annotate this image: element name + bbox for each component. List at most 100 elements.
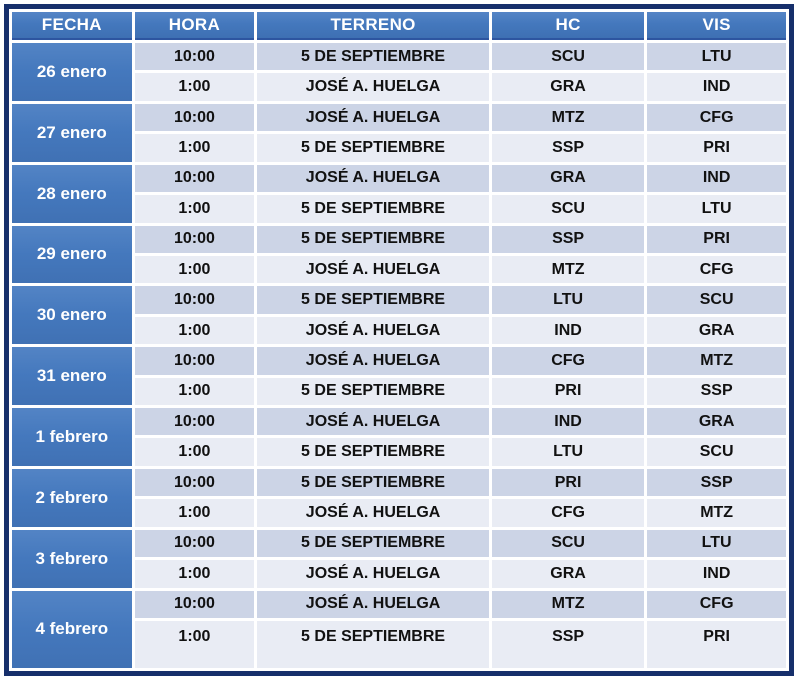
vis-cell: CFG: [647, 590, 786, 619]
schedule-row: 1 febrero 10:00 JOSÉ A. HUELGA IND GRA: [12, 408, 786, 466]
vis-cell: IND: [647, 164, 786, 193]
vis-cell: CFG: [647, 103, 786, 132]
vis-cell: SSP: [647, 377, 786, 406]
terreno-cell: JOSÉ A. HUELGA: [257, 103, 489, 132]
hc-cell: SSP: [491, 134, 645, 162]
hora-cell: 1:00: [134, 134, 255, 162]
date-cell: 28 enero: [12, 164, 132, 223]
col-header-vis: VIS: [647, 12, 786, 40]
schedule-row: 3 febrero 10:00 5 DE SEPTIEMBRE SCU LTU: [12, 529, 786, 588]
date-cell: 1 febrero: [12, 408, 132, 466]
terreno-cell: 5 DE SEPTIEMBRE: [257, 377, 489, 406]
schedule-table-body: 26 enero 10:00 5 DE SEPTIEMBRE SCU LTU 1:00 JO…: [12, 43, 786, 668]
hc-cell: SSP: [491, 225, 645, 253]
terreno-cell: 5 DE SEPTIEMBRE: [257, 286, 489, 314]
hora-cell: 10:00: [134, 468, 255, 497]
vis-cell: SSP: [647, 468, 786, 497]
hc-cell: SCU: [491, 195, 645, 223]
schedule-row: 1:00 JOSÉ A. HUELGA GRA IND: [12, 73, 786, 101]
hora-cell: 10:00: [134, 103, 255, 132]
col-header-hora: HORA: [134, 12, 255, 40]
date-cell: 4 febrero: [12, 590, 132, 668]
hc-cell: SCU: [491, 43, 645, 71]
terreno-cell: JOSÉ A. HUELGA: [257, 347, 489, 375]
schedule-row: 26 enero 10:00 5 DE SEPTIEMBRE SCU LTU: [12, 43, 786, 101]
header-row: FECHA HORA TERRENO HC VIS: [12, 12, 786, 40]
date-cell: 30 enero: [12, 286, 132, 345]
vis-cell: CFG: [647, 255, 786, 284]
terreno-cell: JOSÉ A. HUELGA: [257, 164, 489, 193]
terreno-cell: 5 DE SEPTIEMBRE: [257, 225, 489, 253]
terreno-cell: 5 DE SEPTIEMBRE: [257, 468, 489, 497]
hora-cell: 1:00: [134, 255, 255, 284]
vis-cell: SCU: [647, 286, 786, 314]
vis-cell: MTZ: [647, 499, 786, 527]
schedule-table-frame: FECHA HORA TERRENO HC VIS 26 enero 10:00 5…: [4, 4, 794, 676]
terreno-cell: JOSÉ A. HUELGA: [257, 560, 489, 588]
schedule-row: 4 febrero 10:00 JOSÉ A. HUELGA MTZ CFG: [12, 590, 786, 668]
hora-cell: 1:00: [134, 195, 255, 223]
hora-cell: 10:00: [134, 43, 255, 71]
vis-cell: SCU: [647, 438, 786, 466]
hora-cell: 10:00: [134, 286, 255, 314]
hc-cell: IND: [491, 408, 645, 436]
schedule-row: 1:00 5 DE SEPTIEMBRE SCU LTU: [12, 195, 786, 223]
schedule-row: 27 enero 10:00 JOSÉ A. HUELGA MTZ CFG: [12, 103, 786, 162]
vis-cell: PRI: [647, 621, 786, 668]
hora-cell: 1:00: [134, 73, 255, 101]
schedule-row: 1:00 5 DE SEPTIEMBRE SSP PRI: [12, 134, 786, 162]
hc-cell: GRA: [491, 560, 645, 588]
terreno-cell: 5 DE SEPTIEMBRE: [257, 195, 489, 223]
hora-cell: 1:00: [134, 316, 255, 345]
terreno-cell: 5 DE SEPTIEMBRE: [257, 438, 489, 466]
vis-cell: PRI: [647, 134, 786, 162]
schedule-row: 1:00 5 DE SEPTIEMBRE PRI SSP: [12, 377, 786, 406]
hc-cell: GRA: [491, 73, 645, 101]
schedule-row: 1:00 JOSÉ A. HUELGA IND GRA: [12, 316, 786, 345]
terreno-cell: JOSÉ A. HUELGA: [257, 590, 489, 619]
col-header-hc: HC: [491, 12, 645, 40]
vis-cell: LTU: [647, 43, 786, 71]
hora-cell: 10:00: [134, 225, 255, 253]
terreno-cell: JOSÉ A. HUELGA: [257, 316, 489, 345]
hora-cell: 10:00: [134, 164, 255, 193]
hc-cell: PRI: [491, 468, 645, 497]
hc-cell: LTU: [491, 286, 645, 314]
hc-cell: MTZ: [491, 590, 645, 619]
schedule-row: 2 febrero 10:00 5 DE SEPTIEMBRE PRI SSP: [12, 468, 786, 527]
hora-cell: 1:00: [134, 438, 255, 466]
terreno-cell: 5 DE SEPTIEMBRE: [257, 134, 489, 162]
terreno-cell: JOSÉ A. HUELGA: [257, 255, 489, 284]
vis-cell: GRA: [647, 316, 786, 345]
vis-cell: LTU: [647, 529, 786, 558]
schedule-row: 1:00 5 DE SEPTIEMBRE LTU SCU: [12, 438, 786, 466]
vis-cell: PRI: [647, 225, 786, 253]
hora-cell: 10:00: [134, 529, 255, 558]
schedule-table: FECHA HORA TERRENO HC VIS 26 enero 10:00 5…: [9, 9, 789, 671]
date-cell: 26 enero: [12, 43, 132, 101]
vis-cell: MTZ: [647, 347, 786, 375]
terreno-cell: 5 DE SEPTIEMBRE: [257, 529, 489, 558]
hora-cell: 10:00: [134, 590, 255, 619]
vis-cell: IND: [647, 73, 786, 101]
schedule-row: 1:00 JOSÉ A. HUELGA CFG MTZ: [12, 499, 786, 527]
vis-cell: LTU: [647, 195, 786, 223]
hora-cell: 1:00: [134, 499, 255, 527]
terreno-cell: JOSÉ A. HUELGA: [257, 499, 489, 527]
hora-cell: 1:00: [134, 377, 255, 406]
hc-cell: SSP: [491, 621, 645, 668]
schedule-row: 31 enero 10:00 JOSÉ A. HUELGA CFG MTZ: [12, 347, 786, 406]
terreno-cell: 5 DE SEPTIEMBRE: [257, 621, 489, 668]
date-cell: 2 febrero: [12, 468, 132, 527]
hora-cell: 1:00: [134, 560, 255, 588]
vis-cell: IND: [647, 560, 786, 588]
date-cell: 31 enero: [12, 347, 132, 406]
hc-cell: IND: [491, 316, 645, 345]
col-header-fecha: FECHA: [12, 12, 132, 40]
terreno-cell: JOSÉ A. HUELGA: [257, 73, 489, 101]
hora-cell: 10:00: [134, 347, 255, 375]
hc-cell: SCU: [491, 529, 645, 558]
schedule-row: 1:00 JOSÉ A. HUELGA MTZ CFG: [12, 255, 786, 284]
hc-cell: CFG: [491, 499, 645, 527]
